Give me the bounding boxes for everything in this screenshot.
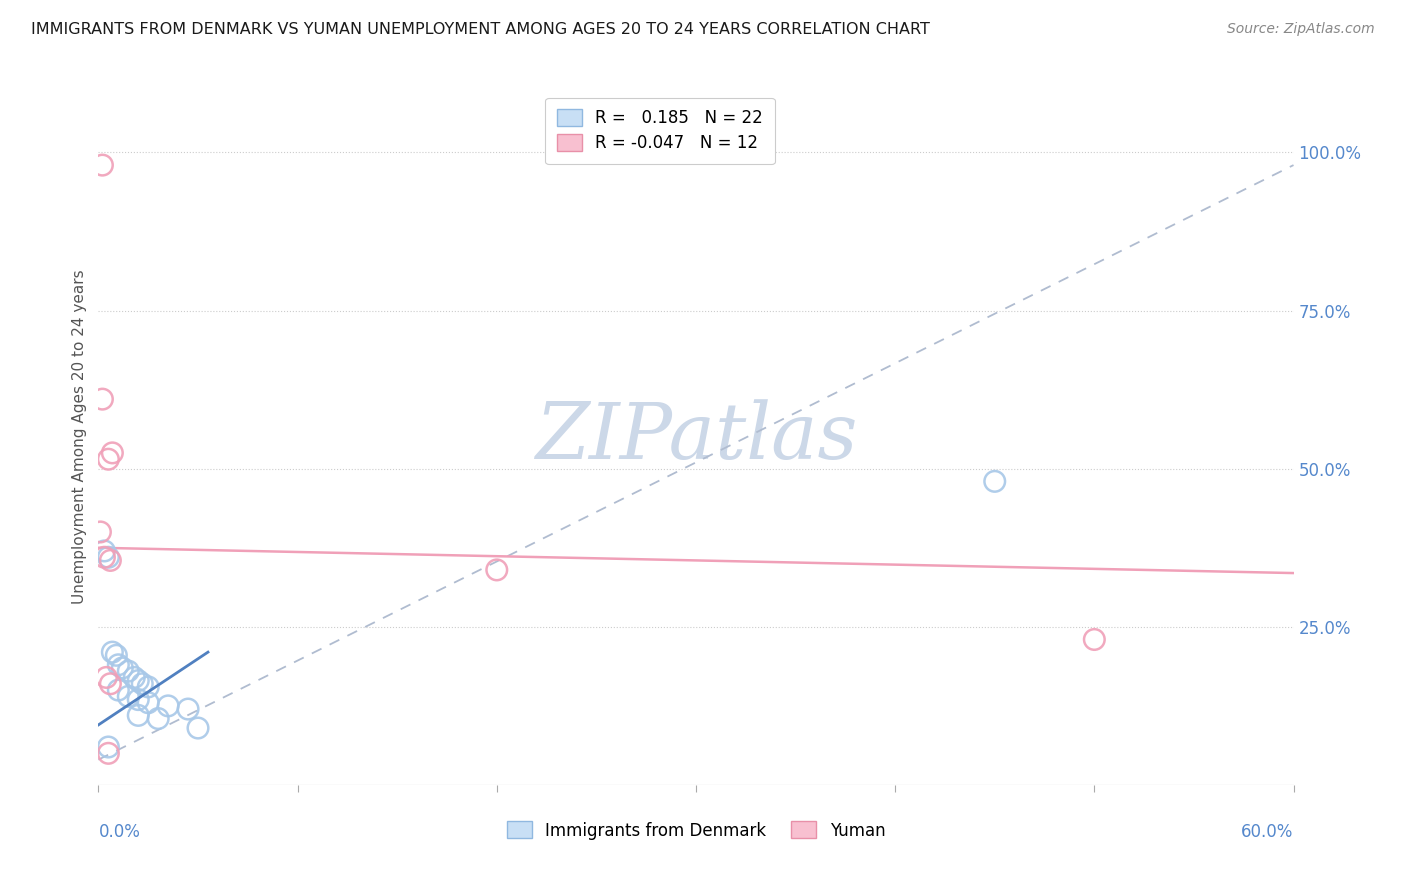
Point bbox=[136, 696, 159, 710]
Text: ZIPatlas: ZIPatlas bbox=[534, 399, 858, 475]
Point bbox=[187, 721, 209, 735]
Point bbox=[93, 544, 115, 558]
Text: 60.0%: 60.0% bbox=[1241, 823, 1294, 841]
Text: IMMIGRANTS FROM DENMARK VS YUMAN UNEMPLOYMENT AMONG AGES 20 TO 24 YEARS CORRELAT: IMMIGRANTS FROM DENMARK VS YUMAN UNEMPLO… bbox=[31, 22, 929, 37]
Text: Source: ZipAtlas.com: Source: ZipAtlas.com bbox=[1227, 22, 1375, 37]
Point bbox=[98, 677, 122, 691]
Point bbox=[96, 670, 118, 684]
Point bbox=[127, 692, 149, 706]
Legend: Immigrants from Denmark, Yuman: Immigrants from Denmark, Yuman bbox=[501, 814, 891, 847]
Point bbox=[91, 392, 114, 406]
Point bbox=[1083, 632, 1105, 647]
Point bbox=[97, 550, 120, 565]
Point bbox=[97, 739, 120, 754]
Point bbox=[101, 645, 124, 659]
Point bbox=[107, 683, 129, 698]
Point bbox=[117, 664, 139, 678]
Point bbox=[117, 690, 139, 704]
Point bbox=[105, 648, 128, 663]
Point bbox=[97, 452, 120, 467]
Point bbox=[124, 670, 146, 684]
Point bbox=[91, 158, 114, 172]
Point bbox=[93, 550, 115, 565]
Point bbox=[131, 677, 153, 691]
Point bbox=[97, 747, 120, 761]
Point bbox=[485, 563, 508, 577]
Point bbox=[136, 680, 159, 694]
Text: 0.0%: 0.0% bbox=[98, 823, 141, 841]
Point bbox=[127, 673, 149, 688]
Point bbox=[984, 475, 1007, 489]
Y-axis label: Unemployment Among Ages 20 to 24 years: Unemployment Among Ages 20 to 24 years bbox=[72, 269, 87, 605]
Point bbox=[101, 446, 124, 460]
Point bbox=[98, 553, 122, 567]
Point bbox=[127, 708, 149, 723]
Point bbox=[148, 712, 170, 726]
Point bbox=[157, 698, 180, 713]
Point bbox=[107, 657, 129, 672]
Point bbox=[177, 702, 200, 716]
Point bbox=[89, 524, 111, 539]
Point bbox=[111, 661, 134, 675]
